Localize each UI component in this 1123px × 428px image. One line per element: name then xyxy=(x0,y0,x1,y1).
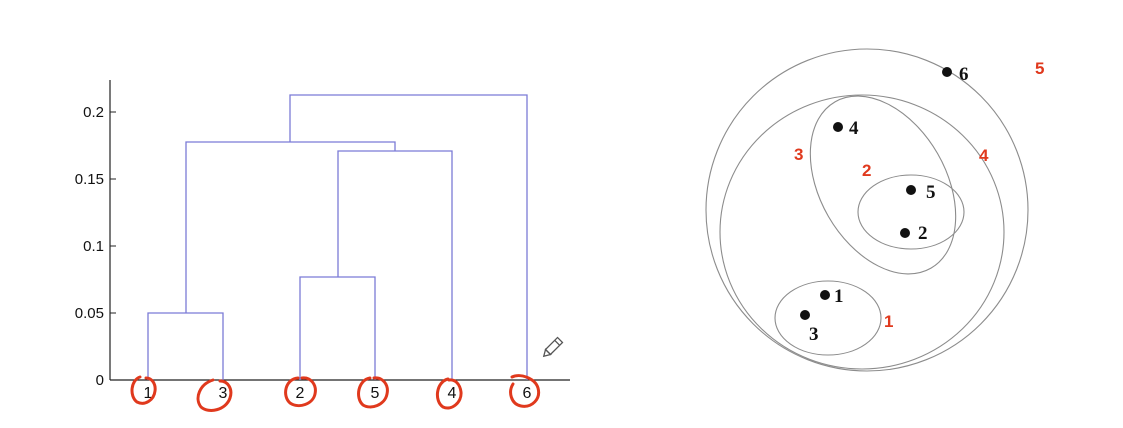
cluster-label-1: 1 xyxy=(884,312,893,331)
point-3 xyxy=(800,310,810,320)
merge-link-25-4 xyxy=(337,150,453,380)
y-tick-label-02: 0.2 xyxy=(83,104,104,121)
point-2 xyxy=(900,228,910,238)
point-label-4: 4 xyxy=(849,118,859,139)
leaf-label-3: 3 xyxy=(219,385,228,402)
point-label-3: 3 xyxy=(809,324,819,345)
cluster-label-4: 4 xyxy=(979,146,989,165)
point-label-6: 6 xyxy=(959,64,969,85)
cluster-outline-1 xyxy=(774,280,882,356)
leaf-label-5: 5 xyxy=(371,385,380,402)
cluster-label-3: 3 xyxy=(794,145,803,164)
annotation-circle-leaf-3 xyxy=(196,378,233,412)
merge-link-all-6 xyxy=(289,94,528,380)
point-6 xyxy=(942,67,952,77)
merge-link-2-5 xyxy=(299,276,376,380)
y-tick-label-01: 0.1 xyxy=(83,238,104,255)
point-1 xyxy=(820,290,830,300)
merge-link-1-3 xyxy=(147,312,224,380)
point-5 xyxy=(906,185,916,195)
pencil-icon[interactable] xyxy=(541,336,564,359)
merge-link-13-254 xyxy=(185,141,396,313)
leaf-label-1: 1 xyxy=(144,385,153,402)
nested-cluster-diagram: 6 4 5 2 1 3 5 3 2 4 1 xyxy=(705,48,1044,372)
leaf-label-2: 2 xyxy=(296,385,305,402)
y-tick-label-015: 0.15 xyxy=(75,171,104,188)
y-tick-label-0: 0 xyxy=(96,372,104,389)
annotation-circle-leaf-4 xyxy=(435,377,463,410)
cluster-outline-4 xyxy=(809,95,957,275)
cluster-outline-5 xyxy=(705,48,1029,372)
y-tick-label-005: 0.05 xyxy=(75,305,104,322)
point-label-2: 2 xyxy=(918,223,928,244)
point-label-5: 5 xyxy=(926,182,936,203)
annotation-circle-leaf-5 xyxy=(357,376,389,409)
dendrogram: 0 0.05 0.1 0.15 0.2 1 3 2 5 4 6 xyxy=(75,80,570,412)
cluster-label-5: 5 xyxy=(1035,59,1044,78)
leaf-label-6: 6 xyxy=(523,385,532,402)
cluster-outline-2 xyxy=(857,174,965,250)
point-label-1: 1 xyxy=(834,286,844,307)
annotation-circle-leaf-1 xyxy=(130,375,157,405)
leaf-label-4: 4 xyxy=(448,385,457,402)
annotation-circle-leaf-6 xyxy=(509,374,541,408)
point-4 xyxy=(833,122,843,132)
cluster-outline-3 xyxy=(719,94,1005,370)
annotation-circle-leaf-2 xyxy=(284,376,317,408)
cluster-label-2: 2 xyxy=(862,161,871,180)
